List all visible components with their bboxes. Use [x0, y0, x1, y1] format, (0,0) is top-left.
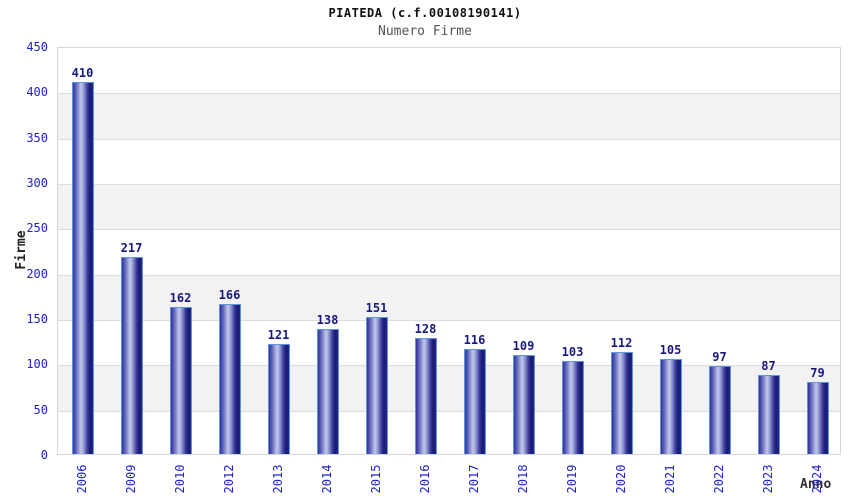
y-tick-label: 150	[26, 312, 48, 326]
bar-2012	[218, 303, 241, 454]
bar-2019	[561, 360, 584, 454]
x-tick-label: 2023	[760, 464, 775, 494]
y-tick-label: 350	[26, 130, 48, 145]
bar-2016	[414, 337, 437, 454]
x-tick-label: 2017	[466, 464, 481, 494]
x-tick-label: 2009	[123, 464, 138, 494]
plot-band	[58, 229, 840, 274]
y-tick-label: 200	[26, 266, 48, 281]
bar-value-label: 410	[71, 66, 94, 81]
x-tick-label: 2006	[74, 464, 89, 494]
x-tick-label: 2015	[368, 464, 383, 494]
plot-band	[58, 184, 840, 230]
bar-value-label: 112	[610, 336, 633, 351]
chart-title: PIATEDA (c.f.00108190141)	[328, 6, 522, 20]
bar-2009	[120, 257, 143, 454]
bar-2020	[610, 352, 633, 454]
y-tick-label: 100	[26, 357, 48, 372]
x-tick-label: 2019	[564, 464, 579, 494]
y-tick-label: 450	[26, 40, 48, 54]
y-tick-label: 400	[26, 85, 48, 100]
x-tick-label: 2014	[319, 464, 334, 494]
chart-subtitle: Numero Firme	[378, 24, 472, 39]
bar-value-label: 121	[267, 328, 290, 343]
bar-2015	[365, 317, 388, 454]
plot-band	[58, 138, 840, 184]
bar-value-label: 79	[810, 366, 825, 381]
bar-value-label: 162	[169, 291, 192, 306]
bar-value-label: 116	[463, 332, 486, 347]
bar-value-label: 87	[761, 359, 776, 374]
y-tick-label: 50	[33, 402, 48, 417]
bar-value-label: 138	[316, 312, 339, 327]
x-tick-label: 2012	[221, 464, 236, 494]
bar-2014	[316, 328, 339, 454]
x-tick-label: 2013	[270, 464, 285, 494]
bar-2017	[463, 348, 486, 454]
x-tick-label: 2022	[711, 464, 726, 494]
bar-value-label: 128	[414, 321, 437, 336]
bar-2023	[757, 375, 780, 454]
y-tick-label: 250	[26, 221, 48, 236]
y-tick-label: 0	[40, 448, 48, 462]
bar-value-label: 105	[659, 342, 682, 357]
x-tick-label: 2016	[417, 464, 432, 494]
bar-2022	[708, 366, 731, 454]
y-tick-label: 300	[26, 176, 48, 190]
bar-value-label: 151	[365, 301, 388, 316]
bar-2013	[267, 344, 290, 454]
bar-value-label: 166	[218, 287, 241, 302]
plot-band	[58, 410, 840, 456]
bar-value-label: 217	[120, 241, 143, 256]
bar-2021	[659, 358, 682, 454]
bar-2010	[169, 307, 192, 454]
bar-2024	[806, 382, 829, 454]
x-tick-label: 2020	[613, 464, 628, 494]
bar-value-label: 109	[512, 339, 535, 354]
plot-band	[58, 48, 840, 93]
plot-band	[58, 320, 840, 365]
bar-value-label: 97	[712, 350, 727, 365]
bar-value-label: 103	[561, 344, 584, 359]
bar-2018	[512, 355, 535, 454]
plot-area: 410 217 162 166 121 138 151 128 116 109 103 112 105 9…	[57, 47, 841, 455]
x-tick-label: 2018	[515, 464, 530, 494]
x-tick-label: 2010	[172, 464, 187, 494]
x-axis-title: Anno	[800, 477, 832, 492]
bar-2006	[71, 82, 94, 454]
x-tick-label: 2021	[662, 464, 677, 494]
plot-band	[58, 93, 840, 139]
x-tick-label: 2024	[809, 464, 824, 494]
